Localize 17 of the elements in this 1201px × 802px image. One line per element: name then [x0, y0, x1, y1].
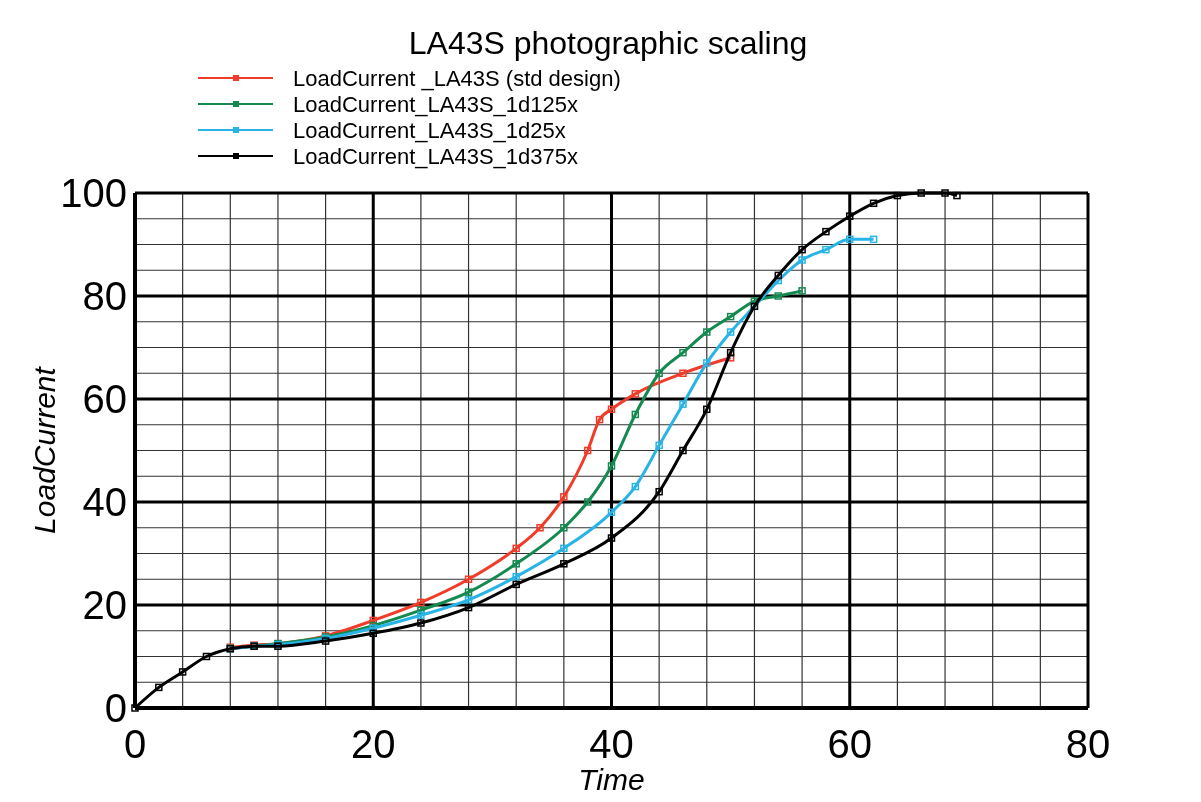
y-tick-label: 40	[82, 480, 127, 524]
x-tick-label: 80	[1065, 722, 1111, 766]
y-tick-label: 80	[82, 274, 127, 318]
legend-label: LoadCurrent_LA43S_1d125x	[293, 92, 579, 117]
chart-title: LA43S photographic scaling	[408, 25, 808, 61]
y-axis-title: LoadCurrent	[28, 365, 61, 534]
x-tick-label: 40	[589, 722, 634, 766]
y-tick-label: 0	[104, 686, 127, 730]
x-axis-title: Time	[578, 763, 645, 796]
x-tick-label: 60	[827, 722, 872, 766]
y-tick-label: 60	[82, 377, 127, 421]
legend-label: LoadCurrent _LA43S (std design)	[293, 66, 621, 91]
legend-label: LoadCurrent_LA43S_1d25x	[293, 118, 566, 143]
y-tick-label: 20	[82, 583, 127, 627]
legend-label: LoadCurrent_LA43S_1d375x	[293, 144, 579, 169]
y-tick-label: 100	[60, 171, 127, 215]
x-tick-label: 20	[351, 722, 396, 766]
